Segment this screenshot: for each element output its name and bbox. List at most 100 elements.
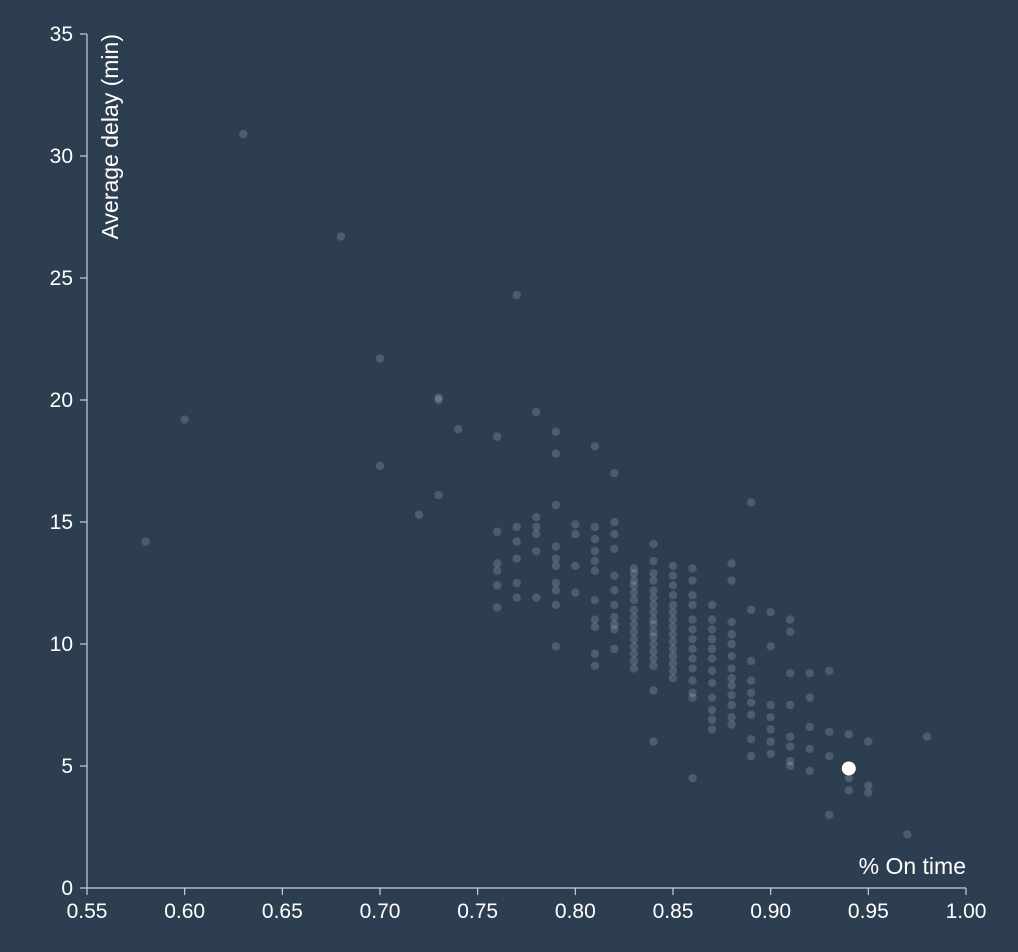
data-point[interactable]	[766, 608, 775, 617]
data-point[interactable]	[629, 569, 639, 578]
data-point[interactable]	[551, 554, 560, 563]
data-point[interactable]	[532, 593, 541, 602]
data-point[interactable]	[610, 612, 619, 622]
data-point[interactable]	[649, 639, 658, 649]
data-point[interactable]	[629, 642, 639, 651]
data-point[interactable]	[532, 408, 541, 417]
data-point[interactable]	[688, 591, 697, 600]
data-point[interactable]	[590, 522, 600, 532]
data-point[interactable]	[746, 605, 756, 615]
data-point[interactable]	[707, 600, 717, 610]
data-point[interactable]	[668, 630, 678, 639]
data-point[interactable]	[610, 600, 619, 610]
data-point[interactable]	[649, 620, 658, 629]
data-point[interactable]	[805, 693, 814, 702]
data-point[interactable]	[493, 559, 502, 568]
data-point[interactable]	[610, 625, 619, 634]
data-point[interactable]	[434, 490, 443, 500]
data-point[interactable]	[844, 786, 853, 795]
data-point[interactable]	[590, 615, 600, 624]
data-point[interactable]	[610, 644, 619, 654]
data-point[interactable]	[707, 725, 717, 734]
data-point[interactable]	[805, 722, 814, 732]
data-point[interactable]	[590, 534, 600, 544]
data-point[interactable]	[746, 498, 756, 507]
data-point[interactable]	[512, 522, 521, 532]
data-point[interactable]	[590, 547, 600, 556]
data-point[interactable]	[590, 556, 600, 566]
data-point[interactable]	[727, 673, 736, 683]
data-point[interactable]	[864, 781, 873, 790]
data-point[interactable]	[668, 571, 678, 580]
data-point[interactable]	[336, 232, 346, 241]
data-point[interactable]	[649, 661, 658, 671]
data-point[interactable]	[512, 554, 521, 563]
data-point[interactable]	[551, 561, 560, 571]
data-point[interactable]	[668, 666, 678, 676]
data-point[interactable]	[629, 605, 639, 615]
data-point[interactable]	[590, 442, 600, 451]
data-point[interactable]	[707, 654, 717, 663]
data-point[interactable]	[688, 676, 697, 685]
data-point[interactable]	[668, 561, 678, 571]
data-point[interactable]	[571, 588, 580, 597]
data-point[interactable]	[688, 688, 697, 697]
data-point[interactable]	[649, 686, 658, 695]
data-point[interactable]	[688, 576, 697, 585]
data-point[interactable]	[590, 566, 600, 575]
data-point[interactable]	[629, 656, 639, 666]
data-point[interactable]	[727, 713, 736, 722]
data-point[interactable]	[375, 461, 385, 471]
data-point[interactable]	[649, 654, 658, 663]
data-point[interactable]	[707, 634, 717, 644]
data-point[interactable]	[727, 700, 736, 710]
data-point[interactable]	[707, 666, 717, 676]
data-point[interactable]	[571, 530, 580, 539]
data-point[interactable]	[825, 752, 834, 761]
data-point[interactable]	[746, 734, 756, 744]
data-point[interactable]	[649, 586, 658, 595]
data-point[interactable]	[786, 700, 795, 710]
highlighted-data-point[interactable]	[841, 761, 856, 776]
data-point[interactable]	[668, 581, 678, 590]
data-point[interactable]	[746, 698, 756, 707]
data-point[interactable]	[707, 625, 717, 634]
data-point[interactable]	[825, 666, 834, 676]
data-point[interactable]	[727, 691, 736, 700]
data-point[interactable]	[766, 749, 775, 758]
data-point[interactable]	[727, 630, 736, 639]
data-point[interactable]	[551, 542, 560, 551]
data-point[interactable]	[707, 705, 717, 715]
data-point[interactable]	[668, 591, 678, 600]
data-point[interactable]	[512, 537, 521, 546]
data-point[interactable]	[590, 649, 600, 658]
data-point[interactable]	[825, 727, 834, 737]
data-point[interactable]	[512, 290, 521, 300]
data-point[interactable]	[668, 673, 678, 683]
data-point[interactable]	[649, 600, 658, 610]
data-point[interactable]	[688, 693, 697, 702]
data-point[interactable]	[629, 612, 639, 622]
data-point[interactable]	[610, 469, 619, 478]
data-point[interactable]	[551, 500, 560, 510]
data-point[interactable]	[649, 737, 658, 746]
data-point[interactable]	[629, 595, 639, 605]
data-point[interactable]	[649, 593, 658, 602]
data-point[interactable]	[688, 644, 697, 654]
data-point[interactable]	[551, 642, 560, 651]
data-point[interactable]	[746, 752, 756, 761]
data-point[interactable]	[571, 520, 580, 529]
data-point[interactable]	[688, 615, 697, 624]
data-point[interactable]	[610, 571, 619, 580]
data-point[interactable]	[610, 517, 619, 527]
data-point[interactable]	[649, 576, 658, 585]
data-point[interactable]	[668, 652, 678, 661]
data-point[interactable]	[629, 576, 639, 585]
data-point[interactable]	[668, 600, 678, 610]
data-point[interactable]	[805, 744, 814, 754]
data-point[interactable]	[434, 393, 443, 402]
data-point[interactable]	[727, 617, 736, 627]
data-point[interactable]	[746, 676, 756, 685]
data-point[interactable]	[922, 732, 932, 741]
data-point[interactable]	[668, 644, 678, 654]
